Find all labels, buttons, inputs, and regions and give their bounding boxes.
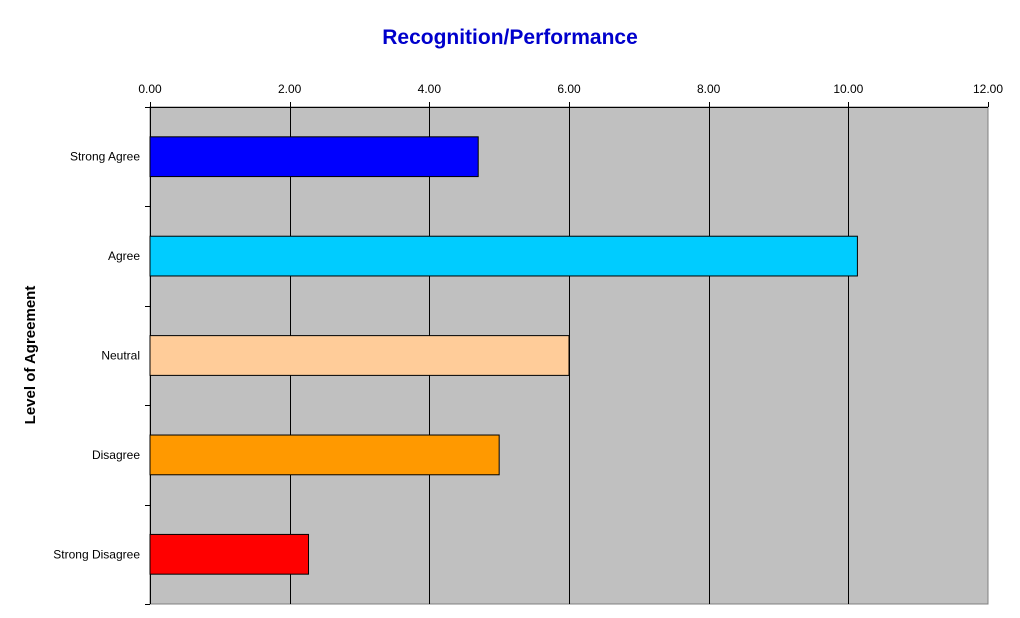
category-label-3: Disagree xyxy=(92,448,140,462)
x-tick-label-2: 4.00 xyxy=(418,82,442,96)
category-label-2: Neutral xyxy=(101,349,140,363)
category-label-0: Strong Agree xyxy=(70,150,140,164)
x-tick-label-1: 2.00 xyxy=(278,82,302,96)
bar-4 xyxy=(149,533,310,575)
x-tick-label-5: 10.00 xyxy=(833,82,863,96)
x-tick-label-4: 8.00 xyxy=(697,82,721,96)
category-label-4: Strong Disagree xyxy=(53,547,140,561)
x-tick-label-6: 12.00 xyxy=(973,82,1003,96)
bar-0 xyxy=(149,136,479,178)
chart-title: Recognition/Performance xyxy=(382,26,638,49)
bar-3 xyxy=(149,434,500,476)
bar-1 xyxy=(149,235,858,277)
bar-2 xyxy=(149,335,570,376)
y-axis-title: Level of Agreement xyxy=(22,286,39,425)
category-label-1: Agree xyxy=(108,249,140,263)
x-tick-label-0: 0.00 xyxy=(138,82,162,96)
x-tick-label-3: 6.00 xyxy=(557,82,581,96)
plot-area: 0.00 2.00 4.00 6.00 8.00 10.00 12.00 Strong Agr… xyxy=(53,82,1003,605)
